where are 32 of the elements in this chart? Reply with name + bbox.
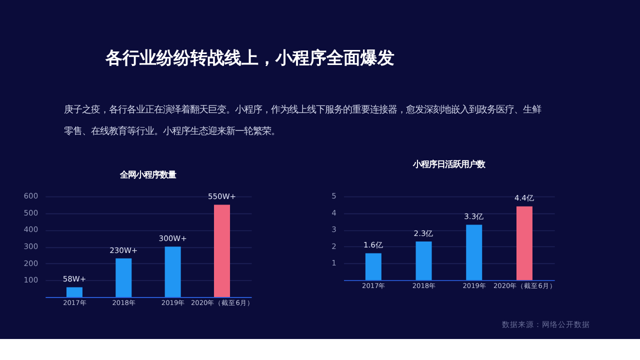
bar [164, 246, 181, 298]
bar [516, 206, 532, 280]
data-label: 550W+ [208, 192, 236, 202]
data-label: 2.3亿 [414, 228, 434, 238]
data-label: 58W+ [62, 274, 86, 284]
text: 庚子之疫，各行各业正在演绎着翻天巨变。小程序，作为线上线下服务的重要连接器，愈发深刻地嵌入到政务医疗、生鲜零售、在线教育等行业。小程序生态迎来新一轮繁荣。 [64, 104, 541, 138]
y-tick-label: 400 [24, 225, 38, 234]
y-tick-label: 600 [24, 192, 38, 201]
y-tick-label: 200 [24, 258, 38, 268]
data-label: 3.3亿 [464, 212, 484, 222]
bar [66, 287, 82, 298]
data-label: 4.4亿 [514, 194, 534, 203]
source-note: 数据来源：网络公开数据 [502, 320, 590, 330]
y-tick-label: 300 [24, 242, 38, 252]
chart-title: 小程序日活跃用户数 [412, 159, 486, 170]
y-tick-label: 4 [332, 208, 337, 218]
y-tick-label: 5 [332, 192, 337, 201]
bar [214, 204, 230, 298]
bar [365, 253, 382, 280]
chart-title: 全网小程序数量 [119, 170, 176, 180]
text: 各行业纷纷转战线上，小程序全面爆发 [104, 48, 394, 68]
bar [416, 242, 432, 280]
y-tick-label: 500 [24, 208, 38, 218]
y-tick-label: 2 [332, 242, 337, 251]
data-label: 1.6亿 [363, 240, 384, 250]
bar [116, 258, 132, 298]
y-tick-label: 1 [332, 258, 337, 268]
data-label: 300W+ [158, 234, 187, 244]
y-tick-label: 100 [24, 276, 38, 285]
y-tick-label: 3 [332, 225, 337, 234]
bar [466, 224, 482, 280]
data-label: 230W+ [110, 246, 138, 255]
